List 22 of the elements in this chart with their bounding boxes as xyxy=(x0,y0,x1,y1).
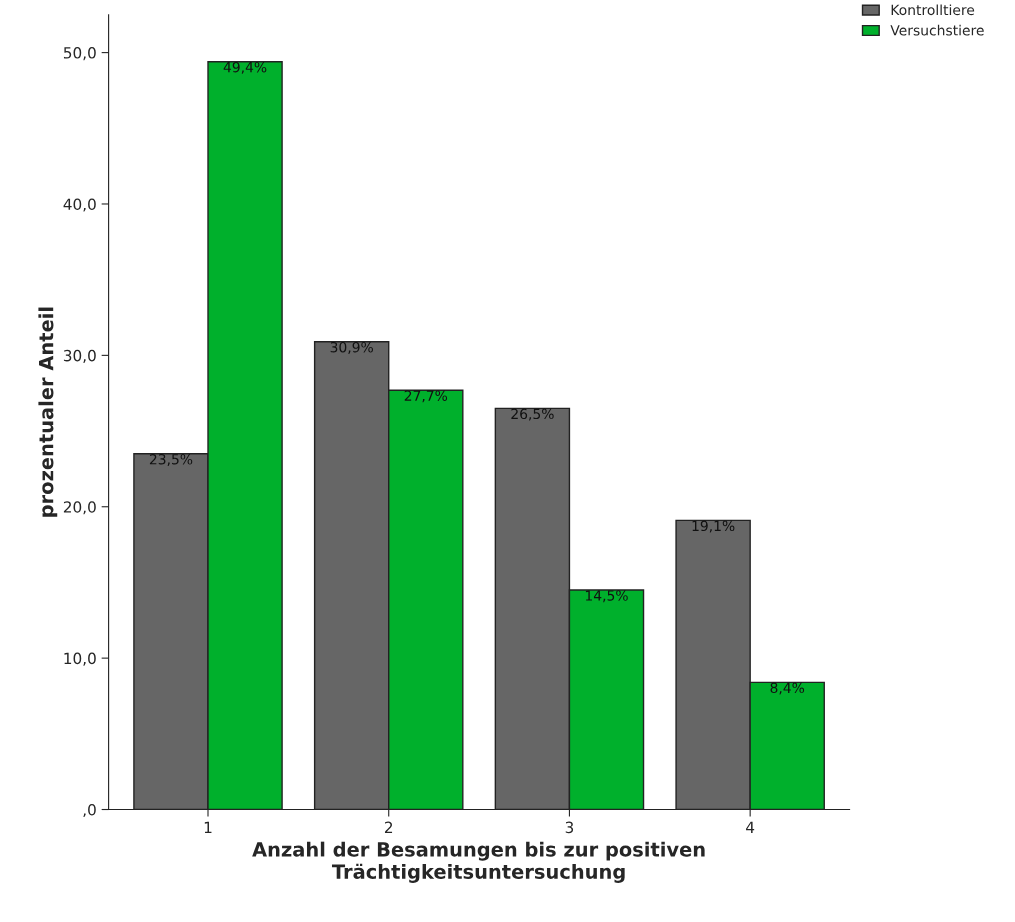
x-tick-label: 2 xyxy=(384,821,393,833)
x-axis-title: Anzahl der Besamungen bis zur positiven Trächtigkeitsuntersuchung xyxy=(252,841,705,883)
y-tick-label: 10,0 xyxy=(64,652,96,666)
x-tick-label: 4 xyxy=(746,821,755,833)
x-tick-label: 1 xyxy=(204,821,212,833)
y-tick-label: 40,0 xyxy=(63,198,96,212)
data-label: 49,4% xyxy=(223,61,267,74)
y-tick-label: 50,0 xyxy=(63,47,96,61)
data-label: 14,5% xyxy=(585,590,628,603)
data-label: 8,4% xyxy=(770,682,805,695)
legend-label: Kontrolltiere xyxy=(891,4,975,16)
data-label: 26,5% xyxy=(511,408,554,421)
y-tick-label: 30,0 xyxy=(63,349,96,363)
y-axis-title: prozentualer Anteil xyxy=(38,307,58,517)
legend-label: Versuchstiere xyxy=(890,24,984,36)
data-label: 30,9% xyxy=(330,341,373,354)
data-label: 27,7% xyxy=(404,390,448,403)
y-tick-label: 20,0 xyxy=(63,501,96,515)
y-tick-label: ,0 xyxy=(83,803,96,818)
data-label: 19,1% xyxy=(692,520,735,533)
x-tick-label: 3 xyxy=(565,821,574,834)
data-label: 23,5% xyxy=(149,454,193,466)
